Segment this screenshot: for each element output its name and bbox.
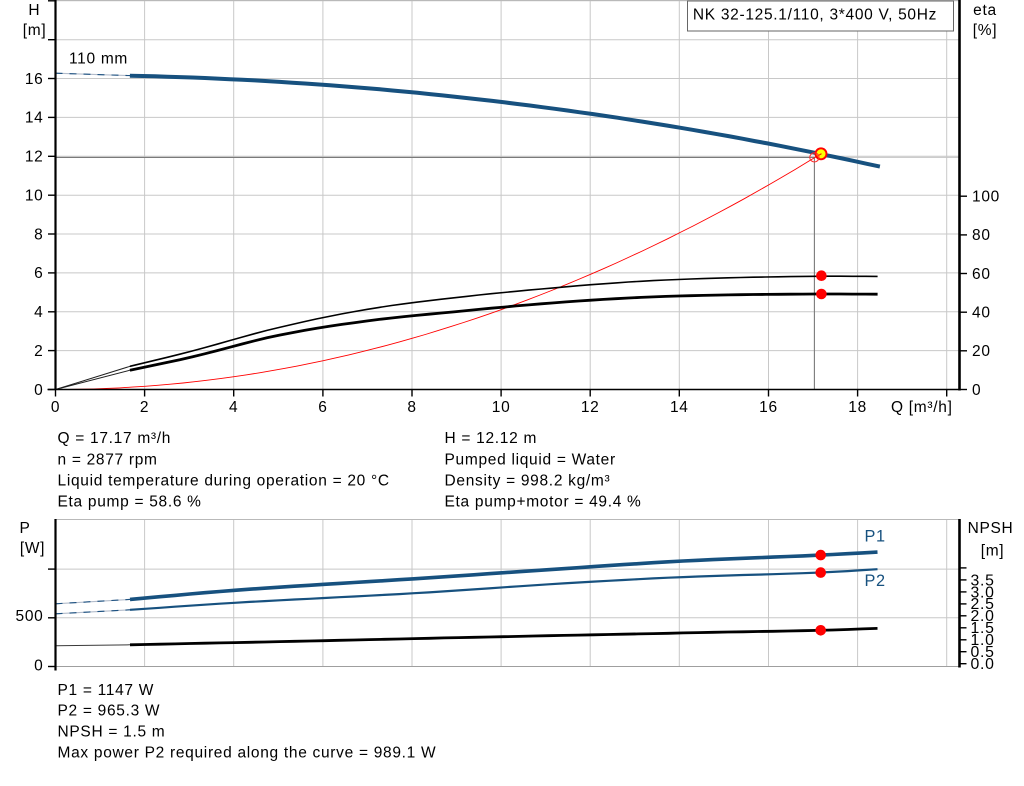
svg-text:12: 12: [581, 399, 600, 416]
svg-text:0: 0: [34, 382, 43, 399]
svg-text:16: 16: [759, 399, 778, 416]
svg-text:Liquid temperature during oper: Liquid temperature during operation = 20…: [58, 472, 390, 489]
svg-text:20: 20: [972, 343, 991, 360]
svg-text:6: 6: [318, 399, 327, 416]
svg-text:4: 4: [34, 304, 43, 321]
svg-text:8: 8: [34, 226, 43, 243]
svg-text:18: 18: [848, 399, 867, 416]
svg-text:14: 14: [25, 110, 44, 127]
svg-text:[%]: [%]: [973, 22, 998, 39]
svg-text:n = 2877 rpm: n = 2877 rpm: [58, 451, 158, 468]
svg-text:P1: P1: [865, 528, 886, 546]
svg-text:1.5: 1.5: [971, 620, 995, 637]
svg-text:500: 500: [16, 608, 44, 625]
svg-text:[m]: [m]: [981, 543, 1005, 560]
svg-text:12: 12: [25, 149, 44, 166]
svg-text:NPSH: NPSH: [968, 520, 1014, 537]
svg-text:2.5: 2.5: [971, 596, 995, 613]
svg-text:0.5: 0.5: [971, 644, 995, 661]
svg-text:3.0: 3.0: [971, 584, 995, 601]
svg-text:2: 2: [34, 343, 43, 360]
svg-text:16: 16: [25, 71, 44, 88]
svg-text:P2 = 965.3 W: P2 = 965.3 W: [58, 703, 161, 720]
svg-text:110 mm: 110 mm: [69, 51, 128, 68]
svg-text:NPSH = 1.5 m: NPSH = 1.5 m: [58, 724, 166, 741]
svg-text:14: 14: [670, 399, 689, 416]
svg-text:P: P: [19, 520, 30, 537]
svg-text:Max power P2 required along th: Max power P2 required along the curve = …: [58, 745, 437, 762]
svg-text:Q = 17.17 m³/h: Q = 17.17 m³/h: [58, 430, 172, 447]
svg-text:Density = 998.2 kg/m³: Density = 998.2 kg/m³: [445, 472, 611, 489]
svg-text:Eta pump = 58.6 %: Eta pump = 58.6 %: [58, 494, 202, 511]
svg-text:2: 2: [140, 399, 149, 416]
svg-text:Eta pump+motor = 49.4 %: Eta pump+motor = 49.4 %: [445, 494, 642, 511]
svg-text:0: 0: [34, 657, 43, 674]
svg-text:NK 32-125.1/110, 3*400 V, 50Hz: NK 32-125.1/110, 3*400 V, 50Hz: [693, 7, 937, 24]
svg-text:0: 0: [972, 382, 981, 399]
svg-text:1.0: 1.0: [971, 632, 995, 649]
svg-text:4: 4: [229, 399, 238, 416]
svg-text:[W]: [W]: [20, 540, 45, 557]
svg-text:0: 0: [51, 399, 60, 416]
svg-text:eta: eta: [973, 2, 997, 19]
svg-text:[m]: [m]: [23, 22, 47, 39]
svg-text:6: 6: [34, 265, 43, 282]
svg-text:40: 40: [972, 305, 991, 322]
svg-text:60: 60: [972, 266, 991, 283]
svg-text:8: 8: [407, 399, 416, 416]
svg-text:P1 = 1147 W: P1 = 1147 W: [58, 682, 155, 699]
svg-text:3.5: 3.5: [971, 572, 995, 589]
svg-text:2.0: 2.0: [971, 608, 995, 625]
svg-text:P2: P2: [865, 572, 886, 590]
svg-text:100: 100: [972, 189, 1000, 206]
svg-text:0.0: 0.0: [971, 656, 995, 673]
svg-text:10: 10: [492, 399, 511, 416]
svg-text:H = 12.12 m: H = 12.12 m: [445, 430, 538, 447]
svg-text:Q [m³/h]: Q [m³/h]: [891, 399, 953, 416]
svg-text:80: 80: [972, 227, 991, 244]
svg-text:Pumped liquid = Water: Pumped liquid = Water: [445, 451, 616, 468]
svg-text:10: 10: [25, 188, 44, 205]
svg-text:H: H: [28, 2, 40, 19]
